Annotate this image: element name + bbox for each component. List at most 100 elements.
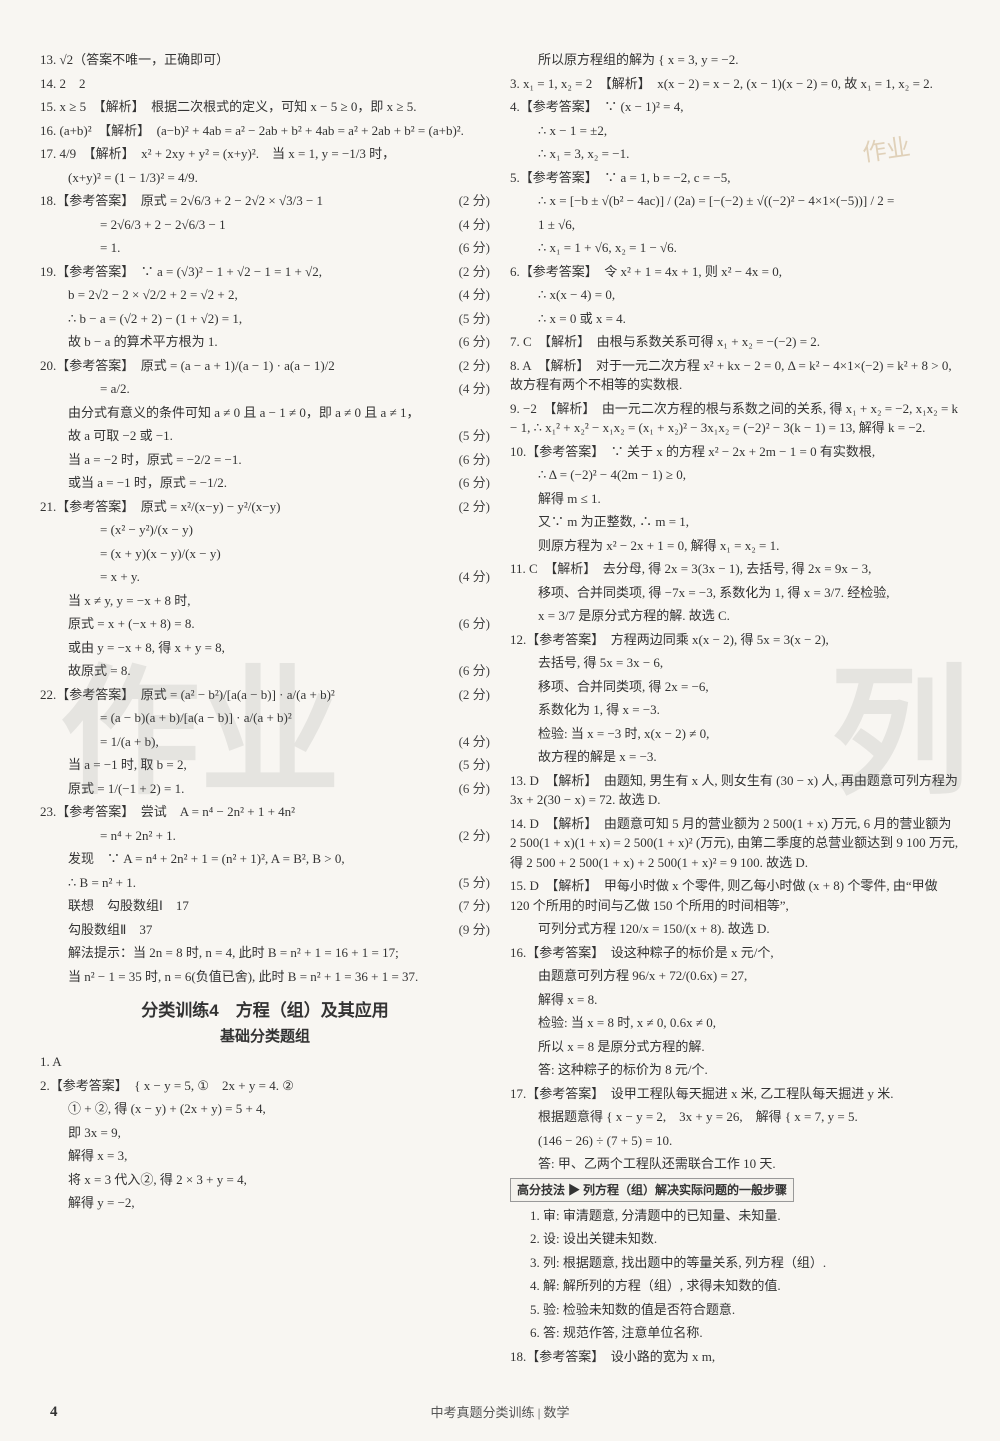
p2f: 解得 y = −2, <box>40 1193 490 1213</box>
q21b: = (x² − y²)/(x − y) <box>40 520 490 540</box>
sub-title: 基础分类题组 <box>40 1025 490 1046</box>
q20c: 由分式有意义的条件可知 a ≠ 0 且 a − 1 ≠ 0，即 a ≠ 0 且 … <box>40 403 490 423</box>
r2g: 所以原方程组的解为 { x = 3, y = −2. <box>510 50 960 70</box>
page-footer: 中考真题分类训练 | 数学 <box>0 1402 1000 1421</box>
q23b: = n⁴ + 2n² + 1.(2 分) <box>40 826 490 846</box>
step6: 6. 答: 规范作答, 注意单位名称. <box>510 1323 960 1343</box>
q19d: 故 b − a 的算术平方根为 1.(6 分) <box>40 332 490 352</box>
r16f: 答: 这种粽子的标价为 8 元/个. <box>510 1060 960 1080</box>
r10d: 又∵ m 为正整数, ∴ m = 1, <box>510 512 960 532</box>
r3: 3. x₁ = 1, x₂ = 2 【解析】 x(x − 2) = x − 2,… <box>510 74 960 94</box>
p2d: 解得 x = 3, <box>40 1146 490 1166</box>
r4a: 4.【参考答案】 ∵ (x − 1)² = 4, <box>510 97 960 117</box>
r5c: 1 ± √6, <box>510 215 960 235</box>
p2b: ① + ②, 得 (x − y) + (2x + y) = 5 + 4, <box>40 1099 490 1119</box>
tip-box: 高分技法 ▶ 列方程（组）解决实际问题的一般步骤 <box>510 1178 960 1202</box>
r15a: 15. D 【解析】 甲每小时做 x 个零件, 则乙每小时做 (x + 8) 个… <box>510 876 960 915</box>
p1: 1. A <box>40 1052 490 1072</box>
step5: 5. 验: 检验未知数的值是否符合题意. <box>510 1300 960 1320</box>
step3: 3. 列: 根据题意, 找出题中的等量关系, 列方程（组）. <box>510 1253 960 1273</box>
r11b: 移项、合并同类项, 得 −7x = −3, 系数化为 1, 得 x = 3/7.… <box>510 583 960 603</box>
q23g: 解法提示：当 2n = 8 时, n = 4, 此时 B = n² + 1 = … <box>40 943 490 963</box>
r12d: 系数化为 1, 得 x = −3. <box>510 700 960 720</box>
q22a: 22.【参考答案】 原式 = (a² − b²)/[a(a − b)] · a/… <box>40 685 490 705</box>
r12f: 故方程的解是 x = −3. <box>510 747 960 767</box>
r17c: (146 − 26) ÷ (7 + 5) = 10. <box>510 1131 960 1151</box>
r11a: 11. C 【解析】 去分母, 得 2x = 3(3x − 1), 去括号, 得… <box>510 559 960 579</box>
r14: 14. D 【解析】 由题意可知 5 月的营业额为 2 500(1 + x) 万… <box>510 814 960 873</box>
stamp-overlay: 作业 <box>860 127 912 168</box>
q23f: 勾股数组Ⅱ 37(9 分) <box>40 920 490 940</box>
p2a: 2.【参考答案】 { x − y = 5, ① 2x + y = 4. ② <box>40 1076 490 1096</box>
q20b: = a/2.(4 分) <box>40 379 490 399</box>
section-title: 分类训练4 方程（组）及其应用 <box>40 996 490 1021</box>
r18: 18.【参考答案】 设小路的宽为 x m, <box>510 1347 960 1367</box>
p2c: 即 3x = 9, <box>40 1123 490 1143</box>
r11c: x = 3/7 是原分式方程的解. 故选 C. <box>510 606 960 626</box>
q21h: 故原式 = 8.(6 分) <box>40 661 490 681</box>
r6c: ∴ x = 0 或 x = 4. <box>510 309 960 329</box>
q23d: ∴ B = n² + 1.(5 分) <box>40 873 490 893</box>
r15b: 可列分式方程 120/x = 150/(x + 8). 故选 D. <box>510 919 960 939</box>
q18a: 18.【参考答案】 原式 = 2√6/3 + 2 − 2√2 × √3/3 − … <box>40 191 490 211</box>
r16c: 解得 x = 8. <box>510 990 960 1010</box>
r5d: ∴ x₁ = 1 + √6, x₂ = 1 − √6. <box>510 238 960 258</box>
r9: 9. −2 【解析】 由一元二次方程的根与系数之间的关系, 得 x₁ + x₂ … <box>510 399 960 438</box>
q19c: ∴ b − a = (√2 + 2) − (1 + √2) = 1,(5 分) <box>40 309 490 329</box>
q14: 14. 2 2 <box>40 74 490 94</box>
q21c: = (x + y)(x − y)/(x − y) <box>40 544 490 564</box>
r12b: 去括号, 得 5x = 3x − 6, <box>510 653 960 673</box>
q16: 16. (a+b)² 【解析】 (a−b)² + 4ab = a² − 2ab … <box>40 121 490 141</box>
r16e: 所以 x = 8 是原分式方程的解. <box>510 1037 960 1057</box>
q21a: 21.【参考答案】 原式 = x²/(x−y) − y²/(x−y)(2 分) <box>40 497 490 517</box>
r13: 13. D 【解析】 由题知, 男生有 x 人, 则女生有 (30 − x) 人… <box>510 771 960 810</box>
r12c: 移项、合并同类项, 得 2x = −6, <box>510 677 960 697</box>
q18c: = 1.(6 分) <box>40 238 490 258</box>
r7: 7. C 【解析】 由根与系数关系可得 x₁ + x₂ = −(−2) = 2. <box>510 332 960 352</box>
q19b: b = 2√2 − 2 × √2/2 + 2 = √2 + 2,(4 分) <box>40 285 490 305</box>
r10a: 10.【参考答案】 ∵ 关于 x 的方程 x² − 2x + 2m − 1 = … <box>510 442 960 462</box>
q22b: = (a − b)(a + b)/[a(a − b)] · a/(a + b)² <box>40 708 490 728</box>
q21d: = x + y.(4 分) <box>40 567 490 587</box>
q20e: 当 a = −2 时，原式 = −2/2 = −1.(6 分) <box>40 450 490 470</box>
q18b: = 2√6/3 + 2 − 2√6/3 − 1(4 分) <box>40 215 490 235</box>
q21e: 当 x ≠ y, y = −x + 8 时, <box>40 591 490 611</box>
q22d: 当 a = −1 时, 取 b = 2,(5 分) <box>40 755 490 775</box>
r17d: 答: 甲、乙两个工程队还需联合工作 10 天. <box>510 1154 960 1174</box>
q22c: = 1/(a + b),(4 分) <box>40 732 490 752</box>
q21g: 或由 y = −x + 8, 得 x + y = 8, <box>40 638 490 658</box>
left-column: 13. √2（答案不唯一，正确即可） 14. 2 2 15. x ≥ 5 【解析… <box>40 50 490 1370</box>
r16d: 检验: 当 x = 8 时, x ≠ 0, 0.6x ≠ 0, <box>510 1013 960 1033</box>
q22e: 原式 = 1/(−1 + 2) = 1.(6 分) <box>40 779 490 799</box>
q23c: 发现 ∵ A = n⁴ + 2n² + 1 = (n² + 1)², A = B… <box>40 849 490 869</box>
step2: 2. 设: 设出关键未知数. <box>510 1229 960 1249</box>
r16b: 由题意可列方程 96/x + 72/(0.6x) = 27, <box>510 966 960 986</box>
r17a: 17.【参考答案】 设甲工程队每天掘进 x 米, 乙工程队每天掘进 y 米. <box>510 1084 960 1104</box>
r10b: ∴ Δ = (−2)² − 4(2m − 1) ≥ 0, <box>510 465 960 485</box>
right-column: 所以原方程组的解为 { x = 3, y = −2. 3. x₁ = 1, x₂… <box>510 50 960 1370</box>
r5b: ∴ x = [−b ± √(b² − 4ac)] / (2a) = [−(−2)… <box>510 191 960 211</box>
r6b: ∴ x(x − 4) = 0, <box>510 285 960 305</box>
q20d: 故 a 可取 −2 或 −1.(5 分) <box>40 426 490 446</box>
q13: 13. √2（答案不唯一，正确即可） <box>40 50 490 70</box>
q17b: (x+y)² = (1 − 1/3)² = 4/9. <box>40 168 490 188</box>
r10c: 解得 m ≤ 1. <box>510 489 960 509</box>
p2e: 将 x = 3 代入②, 得 2 × 3 + y = 4, <box>40 1170 490 1190</box>
q23h: 当 n² − 1 = 35 时, n = 6(负值已舍), 此时 B = n² … <box>40 967 490 987</box>
page-body: 13. √2（答案不唯一，正确即可） 14. 2 2 15. x ≥ 5 【解析… <box>0 0 1000 1400</box>
step4: 4. 解: 解所列的方程（组）, 求得未知数的值. <box>510 1276 960 1296</box>
r8: 8. A 【解析】 对于一元二次方程 x² + kx − 2 = 0, Δ = … <box>510 356 960 395</box>
r17b: 根据题意得 { x − y = 2, 3x + y = 26, 解得 { x =… <box>510 1107 960 1127</box>
q19a: 19.【参考答案】 ∵ a = (√3)² − 1 + √2 − 1 = 1 +… <box>40 262 490 282</box>
r5a: 5.【参考答案】 ∵ a = 1, b = −2, c = −5, <box>510 168 960 188</box>
r12e: 检验: 当 x = −3 时, x(x − 2) ≠ 0, <box>510 724 960 744</box>
r6a: 6.【参考答案】 令 x² + 1 = 4x + 1, 则 x² − 4x = … <box>510 262 960 282</box>
q17a: 17. 4/9 【解析】 x² + 2xy + y² = (x+y)². 当 x… <box>40 144 490 164</box>
r10e: 则原方程为 x² − 2x + 1 = 0, 解得 x₁ = x₂ = 1. <box>510 536 960 556</box>
q15: 15. x ≥ 5 【解析】 根据二次根式的定义，可知 x − 5 ≥ 0，即 … <box>40 97 490 117</box>
q20a: 20.【参考答案】 原式 = (a − a + 1)/(a − 1) · a(a… <box>40 356 490 376</box>
q23a: 23.【参考答案】 尝试 A = n⁴ − 2n² + 1 + 4n² <box>40 802 490 822</box>
r12a: 12.【参考答案】 方程两边同乘 x(x − 2), 得 5x = 3(x − … <box>510 630 960 650</box>
r16a: 16.【参考答案】 设这种粽子的标价是 x 元/个, <box>510 943 960 963</box>
step1: 1. 审: 审清题意, 分清题中的已知量、未知量. <box>510 1206 960 1226</box>
